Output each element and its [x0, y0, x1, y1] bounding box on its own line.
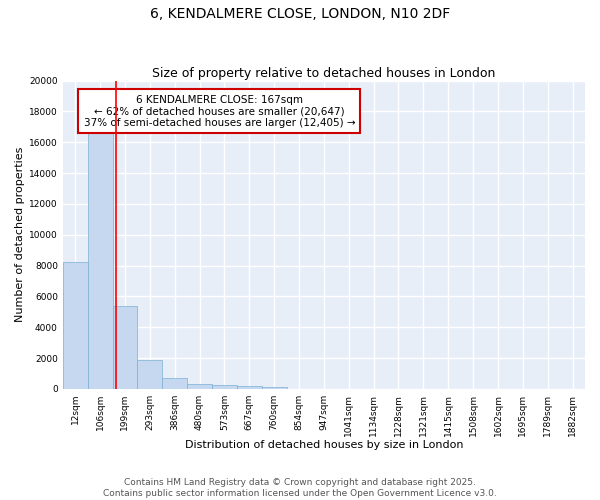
Bar: [262, 387, 287, 389]
Bar: [137, 360, 162, 389]
Text: Contains HM Land Registry data © Crown copyright and database right 2025.
Contai: Contains HM Land Registry data © Crown c…: [103, 478, 497, 498]
Bar: [162, 378, 187, 389]
Bar: [237, 386, 262, 389]
Title: Size of property relative to detached houses in London: Size of property relative to detached ho…: [152, 66, 496, 80]
Text: 6 KENDALMERE CLOSE: 167sqm
← 62% of detached houses are smaller (20,647)
37% of : 6 KENDALMERE CLOSE: 167sqm ← 62% of deta…: [83, 94, 355, 128]
Bar: [63, 262, 88, 389]
Y-axis label: Number of detached properties: Number of detached properties: [15, 147, 25, 322]
Bar: [113, 306, 137, 389]
Bar: [212, 386, 237, 389]
Bar: [187, 384, 212, 389]
X-axis label: Distribution of detached houses by size in London: Distribution of detached houses by size …: [185, 440, 463, 450]
Bar: [88, 132, 113, 389]
Text: 6, KENDALMERE CLOSE, LONDON, N10 2DF: 6, KENDALMERE CLOSE, LONDON, N10 2DF: [150, 8, 450, 22]
